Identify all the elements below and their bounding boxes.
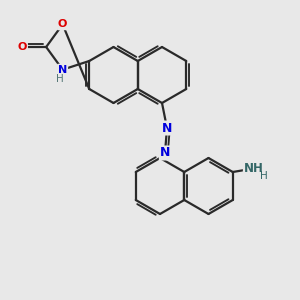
Text: O: O (58, 19, 67, 29)
Text: N: N (160, 146, 170, 160)
Text: H: H (260, 171, 268, 181)
Text: H: H (56, 74, 63, 84)
Text: O: O (18, 42, 27, 52)
Text: N: N (58, 65, 67, 75)
Text: NH: NH (244, 163, 264, 176)
Text: N: N (162, 122, 172, 134)
